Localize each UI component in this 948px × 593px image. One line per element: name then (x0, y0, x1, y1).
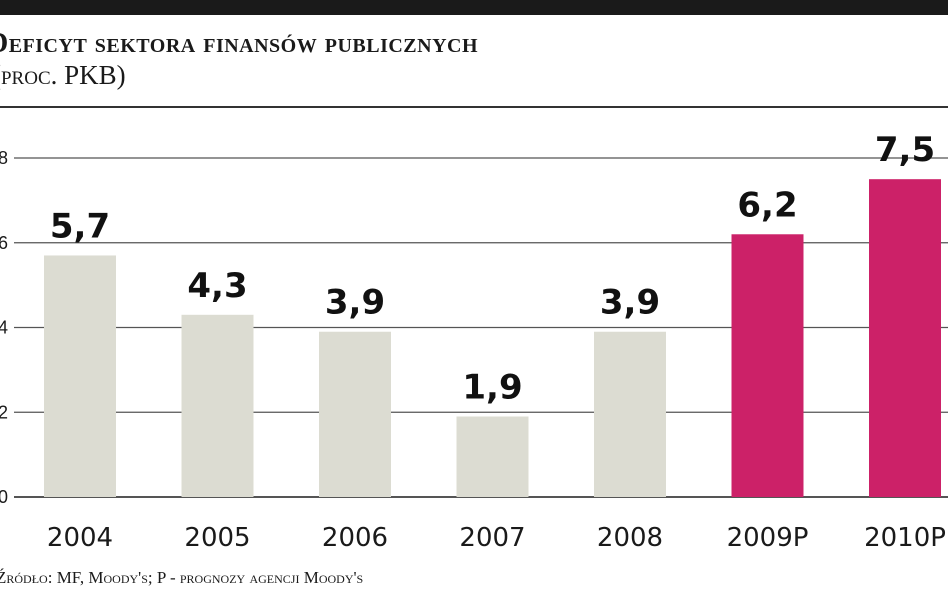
bar (731, 234, 804, 497)
data-label: 1,9 (462, 367, 522, 407)
x-tick-label: 2008 (597, 523, 663, 553)
y-tick-label: 6 (0, 233, 8, 253)
chart-title: Deficyt sektora finansów publicznych (0, 28, 479, 59)
y-tick-label: 2 (0, 402, 8, 422)
x-tick-label: 2005 (184, 523, 250, 553)
data-label: 6,2 (737, 185, 797, 225)
bar (319, 331, 391, 497)
top-bar (0, 0, 948, 15)
y-tick-label: 0 (0, 487, 8, 507)
bar (594, 331, 666, 497)
x-tick-label: 2009P (727, 523, 809, 553)
x-tick-label: 2006 (322, 523, 388, 553)
bar (44, 255, 116, 497)
y-tick-label: 8 (0, 148, 8, 168)
bar (181, 314, 254, 497)
title-divider (0, 106, 948, 108)
x-tick-label: 2004 (47, 523, 113, 553)
data-label: 5,7 (50, 206, 110, 246)
source-note: Źródło: MF, Moody's; P - prognozy agencj… (0, 568, 364, 587)
x-tick-label: 2007 (459, 523, 525, 553)
data-label: 4,3 (187, 266, 247, 306)
chart-subtitle: (proc. PKB) (0, 60, 126, 90)
bar (869, 179, 941, 497)
data-label: 3,9 (600, 283, 660, 323)
x-tick-label: 2010P (864, 523, 946, 553)
data-label: 3,9 (325, 283, 385, 323)
bar (456, 416, 529, 497)
data-label: 7,5 (875, 130, 935, 170)
y-tick-label: 4 (0, 318, 8, 338)
